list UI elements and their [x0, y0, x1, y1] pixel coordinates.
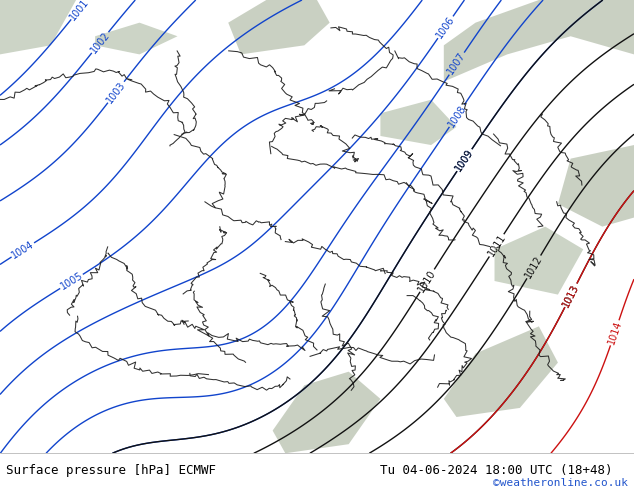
- Polygon shape: [444, 326, 558, 417]
- Text: 1010: 1010: [417, 268, 438, 294]
- Text: 1009: 1009: [453, 147, 476, 173]
- Polygon shape: [380, 99, 456, 145]
- Polygon shape: [495, 226, 583, 294]
- Text: 1005: 1005: [58, 270, 84, 292]
- Polygon shape: [228, 0, 330, 54]
- Text: 1002: 1002: [89, 30, 112, 55]
- Text: 1014: 1014: [606, 319, 623, 346]
- Polygon shape: [0, 0, 76, 54]
- Text: 1009: 1009: [453, 147, 476, 173]
- Text: 1006: 1006: [434, 14, 456, 40]
- Text: Surface pressure [hPa] ECMWF: Surface pressure [hPa] ECMWF: [6, 464, 216, 477]
- Text: 1011: 1011: [486, 232, 507, 258]
- Text: 1013: 1013: [561, 282, 581, 309]
- Text: 1001: 1001: [68, 0, 91, 22]
- Text: 1008: 1008: [446, 103, 468, 129]
- Text: 1004: 1004: [10, 239, 36, 261]
- Polygon shape: [444, 0, 634, 82]
- Text: ©weatheronline.co.uk: ©weatheronline.co.uk: [493, 478, 628, 488]
- Text: 1013: 1013: [561, 282, 581, 309]
- Text: 1012: 1012: [523, 254, 545, 280]
- Polygon shape: [273, 371, 380, 453]
- Text: 1007: 1007: [446, 50, 468, 76]
- Text: 1003: 1003: [105, 79, 127, 105]
- Text: Tu 04-06-2024 18:00 UTC (18+48): Tu 04-06-2024 18:00 UTC (18+48): [380, 464, 613, 477]
- Polygon shape: [95, 23, 178, 54]
- Polygon shape: [558, 145, 634, 226]
